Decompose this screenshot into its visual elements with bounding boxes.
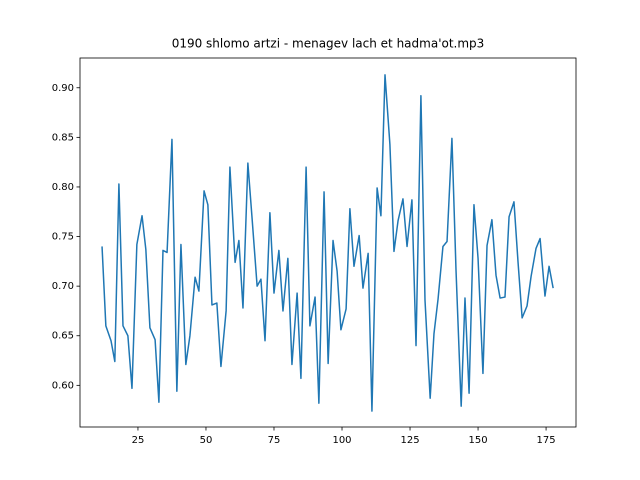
x-tick-label: 150 (469, 435, 488, 446)
x-tick-label: 25 (132, 435, 145, 446)
y-tick-label: 0.65 (52, 331, 74, 342)
y-tick-label: 0.90 (52, 83, 74, 94)
axes-frame (79, 57, 577, 428)
y-tick-label: 0.75 (52, 232, 74, 243)
y-tick-label: 0.70 (52, 281, 74, 292)
y-tick-label: 0.80 (52, 182, 74, 193)
x-tick-label: 100 (332, 435, 351, 446)
x-tick-label: 125 (400, 435, 419, 446)
chart-title: 0190 shlomo artzi - menagev lach et hadm… (172, 37, 485, 51)
x-tick-label: 50 (200, 435, 213, 446)
y-tick-label: 0.60 (52, 380, 74, 391)
x-tick-label: 75 (268, 435, 281, 446)
data-line (101, 74, 554, 412)
y-tick-label: 0.85 (52, 132, 74, 143)
x-tick-label: 175 (537, 435, 556, 446)
